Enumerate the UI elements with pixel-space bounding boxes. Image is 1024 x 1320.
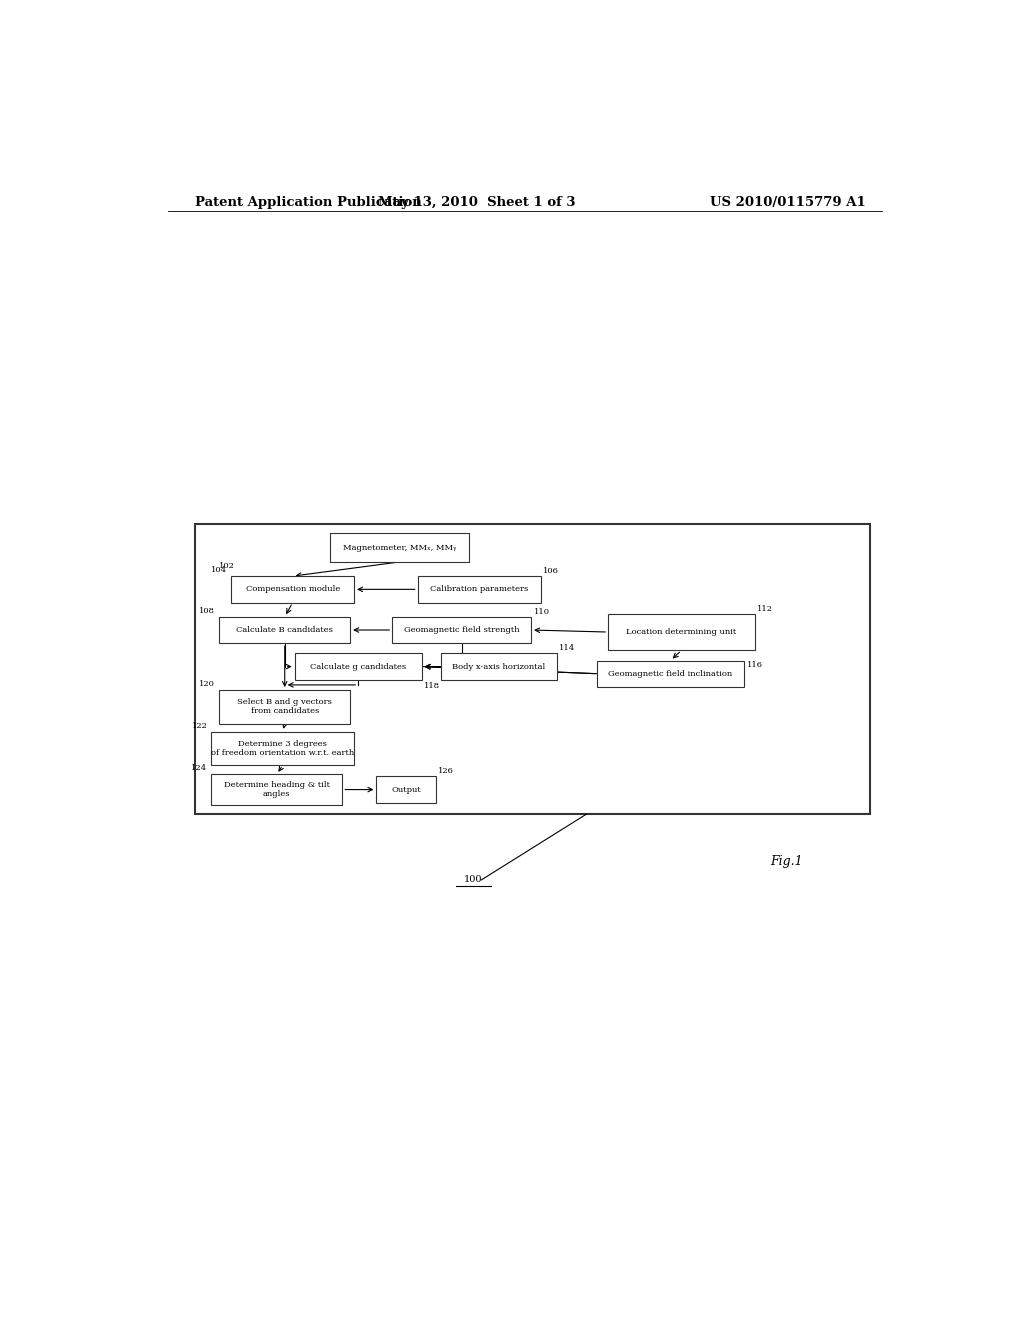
Text: 126: 126 [438, 767, 455, 775]
Text: 120: 120 [200, 680, 215, 688]
Text: Location determining unit: Location determining unit [627, 628, 736, 636]
Text: 116: 116 [748, 660, 763, 668]
Text: 110: 110 [534, 607, 550, 615]
Text: 106: 106 [543, 568, 559, 576]
Bar [418, 576, 541, 602]
Text: 118: 118 [424, 682, 440, 690]
Bar [211, 775, 342, 805]
Text: Select B and g vectors
from candidates: Select B and g vectors from candidates [238, 698, 332, 715]
Text: Patent Application Publication: Patent Application Publication [196, 195, 422, 209]
Bar [377, 776, 436, 803]
Text: Calibration parameters: Calibration parameters [430, 585, 528, 594]
Text: Body x-axis horizontal: Body x-axis horizontal [453, 663, 546, 671]
Bar [331, 533, 469, 562]
Text: 102: 102 [219, 562, 236, 570]
Text: 114: 114 [559, 644, 575, 652]
Text: Compensation module: Compensation module [246, 585, 340, 594]
Text: 104: 104 [211, 566, 227, 574]
Text: 122: 122 [191, 722, 207, 730]
Bar [441, 653, 557, 680]
Bar [219, 690, 350, 723]
Bar [392, 616, 531, 643]
Text: 112: 112 [758, 605, 773, 612]
Bar [196, 524, 870, 814]
Bar [295, 653, 422, 680]
Text: Geomagnetic field inclination: Geomagnetic field inclination [608, 669, 732, 677]
Bar [211, 731, 354, 766]
Bar [597, 660, 743, 686]
Bar [608, 614, 755, 651]
Text: Calculate B candidates: Calculate B candidates [237, 626, 333, 634]
Text: Determine 3 degrees
of freedom orientation w.r.t. earth: Determine 3 degrees of freedom orientati… [211, 739, 354, 758]
Text: 100: 100 [464, 875, 482, 884]
Text: Calculate g candidates: Calculate g candidates [310, 663, 407, 671]
Bar [231, 576, 354, 602]
Text: Output: Output [391, 785, 421, 793]
Text: 124: 124 [191, 764, 207, 772]
Text: Geomagnetic field strength: Geomagnetic field strength [403, 626, 519, 634]
Text: May 13, 2010  Sheet 1 of 3: May 13, 2010 Sheet 1 of 3 [379, 195, 575, 209]
Text: Fig.1: Fig.1 [770, 854, 803, 867]
Bar [219, 616, 350, 643]
Text: Magnetometer, MMₓ, MMᵧ: Magnetometer, MMₓ, MMᵧ [343, 544, 457, 552]
Text: US 2010/0115779 A1: US 2010/0115779 A1 [711, 195, 866, 209]
Text: Determine heading & tilt
angles: Determine heading & tilt angles [224, 781, 330, 799]
Text: 108: 108 [200, 607, 215, 615]
